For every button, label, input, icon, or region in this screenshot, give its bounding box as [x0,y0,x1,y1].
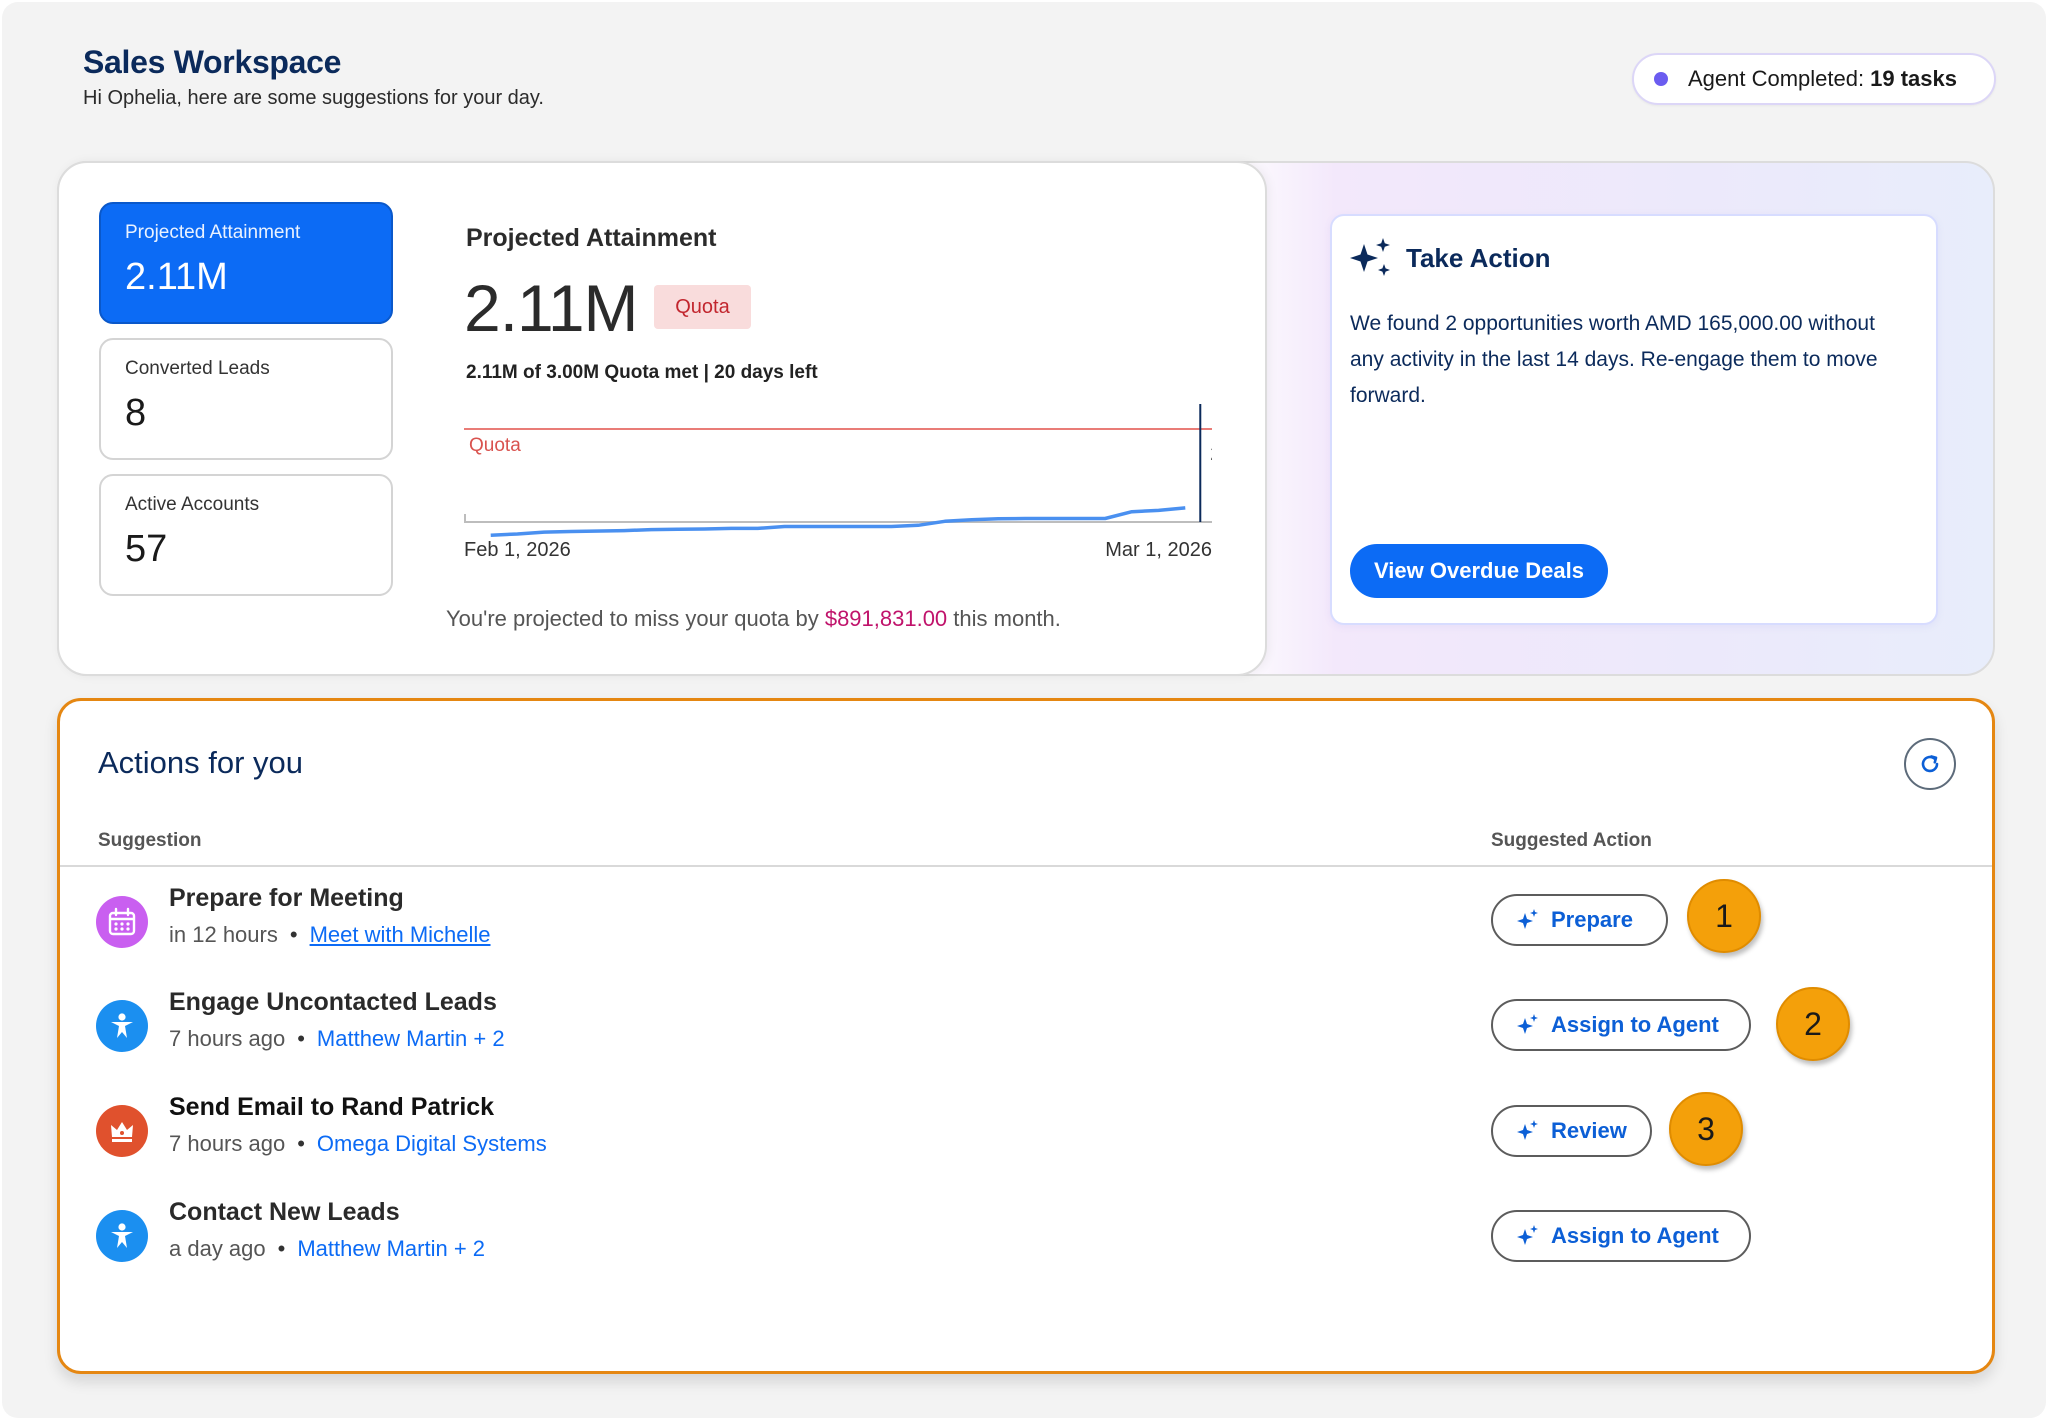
take-action-body: We found 2 opportunities worth AMD 165,0… [1350,312,1878,407]
status-dot-icon [1654,72,1668,86]
kpi-label: Projected Attainment [125,222,301,243]
kpi-projected-attainment[interactable]: Projected Attainment 2.11M [99,202,393,324]
prepare-button[interactable]: Prepare [1491,894,1668,946]
column-header-suggestion: Suggestion [98,830,202,851]
assign-to-agent-label: Assign to Agent [1551,1012,1719,1037]
suggestion-link[interactable]: Matthew Martin + 2 [316,1026,505,1051]
review-button-label: Review [1551,1118,1627,1143]
x-tick-label-end: Mar 1, 2026 [1105,539,1212,561]
suggestion-meta: a day ago • Matthew Martin + 2 [169,1236,485,1262]
step-badge: 1 [1687,879,1761,953]
assign-to-agent-button[interactable]: Assign to Agent [1491,999,1751,1051]
sparkle-icon [1350,238,1390,276]
attainment-value: 2.11M [464,271,639,345]
refresh-icon [1921,755,1939,773]
assign-to-agent-button[interactable]: Assign to Agent [1491,1210,1751,1262]
prepare-button-label: Prepare [1551,907,1633,932]
suggestion-time: in 12 hours [169,922,278,947]
kpi-value: 57 [125,528,168,570]
separator-dot: • [277,1236,286,1261]
sparkle-icon [1517,909,1538,929]
attainment-summary: 2.11M of 3.00M Quota met | 20 days left [466,362,818,383]
suggestion-title: Prepare for Meeting [169,884,404,912]
column-header-suggested-action: Suggested Action [1491,830,1652,851]
quota-label: Quota [469,435,521,456]
quota-badge: Quota [654,285,751,329]
view-overdue-deals-button[interactable]: View Overdue Deals [1350,544,1608,598]
kpi-value: 2.11M [125,256,228,298]
sparkle-icon [1517,1120,1538,1140]
suggestion-title: Engage Uncontacted Leads [169,988,497,1016]
attainment-title: Projected Attainment [466,224,717,252]
refresh-button[interactable] [1904,738,1956,790]
take-action-title: Take Action [1406,242,1551,273]
current-value-label: 2.11M [1210,444,1212,465]
agent-status-pill[interactable]: Agent Completed: 19 tasks [1632,53,1996,105]
agent-status-label: Agent Completed: [1688,66,1865,91]
assign-to-agent-label: Assign to Agent [1551,1223,1719,1248]
table-divider [60,865,1992,867]
suggestion-meta: 7 hours ago • Matthew Martin + 2 [169,1026,505,1052]
sparkle-icon [1517,1225,1538,1245]
miss-prefix: You're projected to miss your quota by [446,606,825,631]
page-header: Sales Workspace Hi Ophelia, here are som… [83,44,544,110]
series-line [490,506,1186,537]
calendar-icon [96,896,148,948]
person-icon [96,1210,148,1262]
agent-status-count: 19 tasks [1870,66,1957,91]
separator-dot: • [289,922,298,947]
quota-miss-text: You're projected to miss your quota by $… [446,606,1061,632]
suggestion-time: a day ago [169,1236,266,1261]
separator-dot: • [297,1026,305,1051]
suggestion-title: Send Email to Rand Patrick [169,1093,495,1121]
kpi-value: 8 [125,392,147,434]
actions-title: Actions for you [98,745,304,780]
step-badge: 3 [1669,1092,1743,1166]
suggestion-title: Contact New Leads [169,1198,400,1226]
kpi-label: Converted Leads [125,358,270,379]
miss-amount: $891,831.00 [824,606,948,631]
page-subtitle: Hi Ophelia, here are some suggestions fo… [83,87,544,109]
sparkle-icon [1517,1014,1538,1034]
suggestion-link[interactable]: Matthew Martin + 2 [297,1236,486,1261]
person-icon [96,1000,148,1052]
suggestion-time: 7 hours ago [169,1131,286,1156]
suggestion-meta: 7 hours ago • Omega Digital Systems [169,1131,547,1157]
suggestion-time: 7 hours ago [169,1026,286,1051]
page-title: Sales Workspace [83,44,342,80]
kpi-active-accounts[interactable]: Active Accounts 57 [99,474,393,596]
kpi-label: Active Accounts [125,494,260,515]
crown-icon [96,1105,148,1157]
suggestion-link[interactable]: Omega Digital Systems [316,1131,547,1156]
miss-suffix: this month. [947,606,1061,631]
suggestion-link[interactable]: Meet with Michelle [309,922,491,947]
kpi-converted-leads[interactable]: Converted Leads 8 [99,338,393,460]
separator-dot: • [297,1131,305,1156]
x-tick-label-start: Feb 1, 2026 [464,539,571,561]
attainment-line-chart: Quota 2.11M Feb 1, 2026 Mar 1, 2026 [464,404,1212,561]
take-action-header: Take Action [1350,238,1550,278]
step-badge: 2 [1776,987,1850,1061]
review-button[interactable]: Review [1491,1105,1652,1157]
suggestion-meta: in 12 hours • Meet with Michelle [169,922,491,948]
take-action-card: Take Action We found 2 opportunities wor… [1330,214,1938,625]
